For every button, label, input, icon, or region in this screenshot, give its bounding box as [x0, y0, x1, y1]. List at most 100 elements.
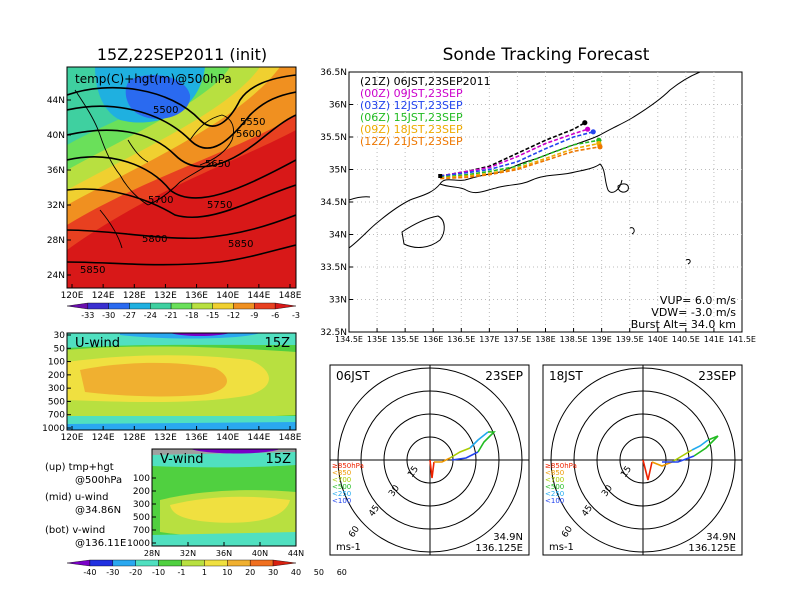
- top-map-x-label: 124E: [92, 291, 115, 301]
- uwind-x-label: 124E: [92, 433, 115, 443]
- uwind-x-label: 136E: [185, 433, 208, 443]
- top-colorbar-swatch: [87, 302, 109, 310]
- track-series-3: [440, 139, 599, 179]
- top-map-panel: 15Z,22SEP2011 (init): [47, 45, 302, 320]
- track-legend-3: (06Z) 15JST,23SEP: [360, 111, 463, 124]
- hgt-label-5850a: 5850: [228, 239, 253, 250]
- vwind-band-5: [190, 449, 280, 454]
- polar-left-legend: ≥850hPa<850<700<500<250<100: [332, 462, 364, 505]
- vwind-colorbar-swatch: [66, 559, 91, 567]
- vwind-colorbar-label: 30: [268, 568, 278, 577]
- track-x-label: 137.5E: [503, 335, 531, 344]
- top-map-title: 15Z,22SEP2011 (init): [97, 45, 267, 64]
- polar-legend-item: <700: [545, 476, 564, 484]
- top-colorbar-swatch: [191, 302, 213, 310]
- hgt-label-5750: 5750: [207, 200, 232, 211]
- vwind-x-label: 32N: [180, 549, 196, 558]
- track-param-vup: VUP= 6.0 m/s: [660, 294, 736, 307]
- uwind-surface-band-2: [67, 422, 296, 430]
- top-colorbar-label: -6: [271, 311, 279, 320]
- vwind-colorbar-swatch: [227, 559, 251, 567]
- top-map-y-label: 32N: [47, 201, 65, 211]
- track-y-label: 35N: [329, 166, 347, 176]
- track-yticks: 36.5N 36N 35.5N 35N 34.5N 34N 33.5N 33N 32.5N: [320, 68, 353, 338]
- vwind-x-label: 36N: [216, 549, 232, 558]
- top-map-x-label: 132E: [154, 291, 177, 301]
- polar-left-lon: 136.125E: [475, 543, 523, 554]
- top-map-x-label: 136E: [185, 291, 208, 301]
- track-legend-0: (21Z) 06JST,23SEP2011: [360, 75, 491, 88]
- track-y-label: 33N: [329, 296, 347, 306]
- hgt-label-5600: 5600: [236, 129, 261, 140]
- track-y-label: 33.5N: [320, 263, 347, 273]
- track-param-vdw: VDW= -3.0 m/s: [651, 306, 736, 319]
- note-mid-a: (mid) u-wind: [45, 492, 108, 503]
- vwind-x-label: 40N: [252, 549, 268, 558]
- vwind-colorbar-label: 1: [202, 568, 207, 577]
- track-x-label: 139E: [591, 335, 611, 344]
- uwind-band-4: [67, 333, 296, 348]
- uwind-y-label: 300: [48, 384, 65, 394]
- top-colorbar-swatch: [66, 302, 89, 310]
- vwind-colorbar: -40 -30 -20 -10 -1 1 10 20 30 40 50 60: [66, 559, 347, 577]
- track-legend: (21Z) 06JST,23SEP2011 (00Z) 09JST,23SEP …: [360, 75, 491, 148]
- vwind-colorbar-label: -20: [129, 568, 142, 577]
- top-colorbar-label: -30: [102, 311, 115, 320]
- hgt-label-5650: 5650: [205, 159, 230, 170]
- vwind-colorbar-label: 40: [291, 568, 301, 577]
- track-x-label: 138E: [535, 335, 555, 344]
- uwind-x-label: 144E: [247, 433, 270, 443]
- track-landing-2: [590, 129, 596, 135]
- track-x-label: 135E: [367, 335, 387, 344]
- track-x-label: 140E: [648, 335, 668, 344]
- vwind-y-label: 300: [133, 500, 150, 510]
- track-legend-1: (00Z) 09JST,23SEP: [360, 87, 463, 100]
- top-colorbar-swatch: [274, 302, 297, 310]
- top-colorbar-swatch: [150, 302, 172, 310]
- vwind-panel: V-wind 15Z 100 200 300 500 700 1000 28N 32N 36N…: [66, 448, 347, 577]
- track-series-2: [440, 131, 594, 177]
- uwind-time: 15Z: [265, 336, 291, 351]
- uwind-x-label: 148E: [279, 433, 302, 443]
- track-x-label: 139.5E: [616, 335, 644, 344]
- polar-right-lon: 136.125E: [688, 543, 736, 554]
- vwind-xticks: 28N 32N 36N 40N 44N: [144, 542, 304, 558]
- hgt-label-5700: 5700: [148, 195, 173, 206]
- top-colorbar-swatch: [254, 302, 276, 310]
- polar-legend-item: <850: [332, 469, 351, 477]
- polar-right-units: ms-1: [549, 542, 574, 553]
- uwind-band-3: [80, 362, 227, 397]
- track-y-label: 34N: [329, 231, 347, 241]
- top-map-y-label: 28N: [47, 236, 65, 246]
- uwind-x-label: 120E: [61, 433, 84, 443]
- polar-left-time: 06JST: [336, 369, 370, 383]
- top-map-yticks: 44N 40N 36N 32N 28N 24N: [47, 96, 71, 281]
- polar-legend-item: <250: [545, 490, 564, 498]
- vwind-colorbar-swatch: [158, 559, 182, 567]
- vwind-colorbar-label: 60: [337, 568, 347, 577]
- uwind-y-label: 500: [48, 397, 65, 407]
- vwind-colorbar-label: -30: [106, 568, 119, 577]
- track-x-label: 137E: [479, 335, 499, 344]
- top-map-x-label: 128E: [123, 291, 146, 301]
- track-landing-5: [597, 144, 603, 150]
- vwind-x-label: 44N: [288, 549, 304, 558]
- track-panel: Sonde Tracking Forecast 36.5N 36N 35.5N 35N…: [320, 45, 756, 344]
- top-colorbar-swatch: [129, 302, 151, 310]
- uwind-yticks: 30 50 100 200 300 500 700 1000: [42, 331, 71, 434]
- polar-legend-item: <100: [545, 497, 564, 505]
- note-mid-b: @34.86N: [75, 505, 121, 516]
- track-lines: [438, 120, 603, 180]
- track-series-4: [440, 142, 599, 179]
- top-map-y-label: 36N: [47, 166, 65, 176]
- uwind-y-label: 200: [48, 371, 65, 381]
- track-series-1: [440, 128, 588, 177]
- top-colorbar-label: -15: [206, 311, 219, 320]
- polar-right-time: 18JST: [549, 369, 583, 383]
- note-bot-a: (bot) v-wind: [45, 525, 105, 536]
- track-x-label: 134.5E: [335, 335, 363, 344]
- top-colorbar-label: -9: [250, 311, 258, 320]
- vwind-yticks: 100 200 300 500 700 1000: [127, 474, 156, 549]
